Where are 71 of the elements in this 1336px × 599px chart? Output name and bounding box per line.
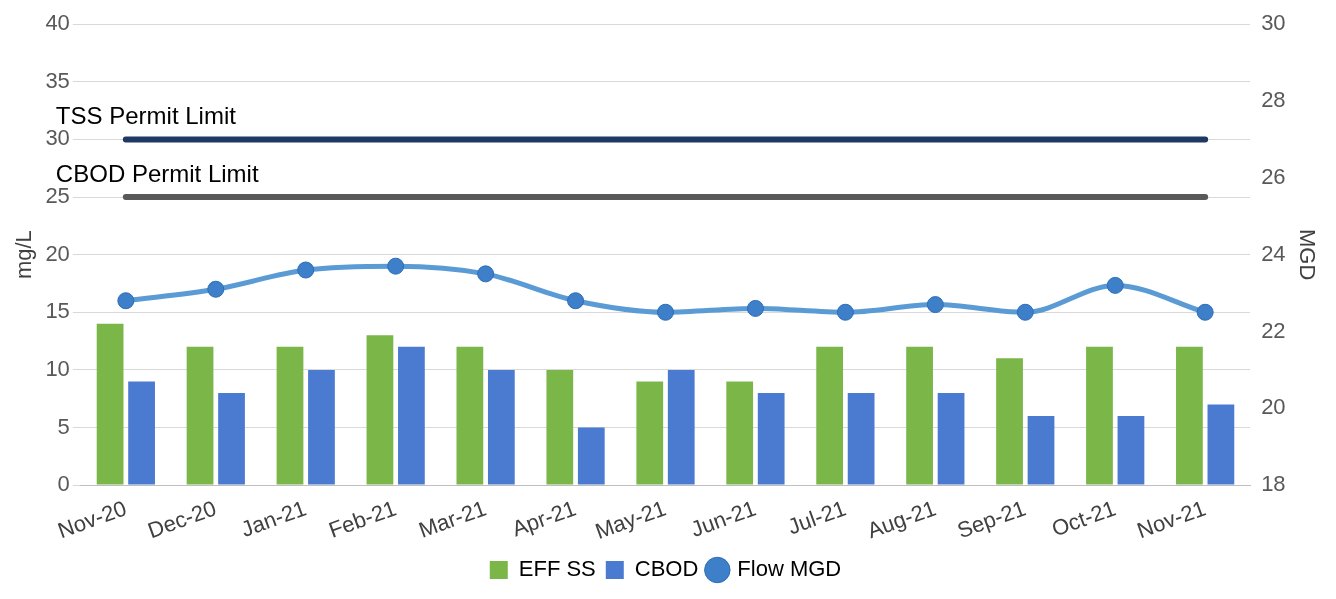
x-tick-label: May-21 bbox=[591, 495, 670, 544]
bar bbox=[1117, 415, 1145, 485]
y-tick-label: 15 bbox=[45, 298, 70, 324]
point bbox=[926, 296, 944, 314]
bar bbox=[546, 369, 574, 485]
bar bbox=[218, 392, 245, 485]
bar bbox=[96, 323, 124, 485]
y-axis-title: mg/L bbox=[11, 230, 37, 280]
point bbox=[297, 261, 315, 279]
x-tick-label: Dec-20 bbox=[144, 495, 220, 544]
bar bbox=[1207, 404, 1235, 485]
y-tick-label: 0 bbox=[57, 471, 70, 497]
y2-tick-label: 24 bbox=[1261, 240, 1286, 266]
x-tick-label: Oct-21 bbox=[1048, 495, 1119, 542]
bar bbox=[757, 392, 785, 485]
legend-label: EFF SS bbox=[518, 556, 596, 582]
x-tick-label: Jun-21 bbox=[687, 495, 760, 542]
point bbox=[1106, 276, 1124, 294]
point bbox=[1016, 303, 1034, 321]
x-tick-label: Jul-21 bbox=[784, 495, 850, 540]
x-tick-label: Jan-21 bbox=[237, 495, 310, 542]
y-tick-label: 5 bbox=[57, 413, 70, 439]
bar bbox=[456, 346, 484, 485]
bar bbox=[487, 369, 515, 485]
point bbox=[117, 292, 135, 310]
bar bbox=[366, 335, 394, 485]
bar bbox=[1027, 415, 1055, 485]
point bbox=[477, 265, 495, 283]
y2-tick-label: 30 bbox=[1261, 10, 1286, 36]
bar bbox=[128, 381, 155, 485]
point bbox=[836, 303, 854, 321]
x-tick-label: Apr-21 bbox=[508, 495, 580, 542]
bar bbox=[186, 346, 214, 485]
point bbox=[567, 292, 585, 310]
bar bbox=[1176, 346, 1203, 485]
bar bbox=[816, 346, 844, 485]
x-tick-label: Aug-21 bbox=[863, 495, 940, 544]
y2-tick-label: 26 bbox=[1261, 163, 1286, 189]
bar bbox=[996, 358, 1023, 485]
x-tick-label: Nov-21 bbox=[1133, 495, 1209, 544]
bar bbox=[577, 427, 605, 485]
bar bbox=[308, 369, 335, 485]
bar bbox=[276, 346, 304, 485]
y2-tick-label: 22 bbox=[1261, 317, 1286, 343]
point bbox=[746, 299, 764, 317]
legend-label: Flow MGD bbox=[737, 556, 842, 582]
x-tick-label: Feb-21 bbox=[325, 495, 400, 543]
y-tick-label: 10 bbox=[45, 355, 70, 381]
bar bbox=[636, 381, 664, 485]
y-tick-label: 35 bbox=[45, 67, 70, 93]
y2-tick-label: 20 bbox=[1261, 394, 1286, 420]
point bbox=[657, 303, 674, 321]
x-tick-label: Sep-21 bbox=[953, 495, 1030, 544]
legend-label: CBOD bbox=[634, 556, 699, 582]
y2-tick-label: 18 bbox=[1261, 471, 1286, 497]
point bbox=[207, 280, 225, 298]
y-tick-label: 20 bbox=[45, 240, 70, 266]
bar bbox=[726, 381, 754, 485]
y-tick-label: 40 bbox=[45, 10, 70, 36]
x-tick-label: Mar-21 bbox=[415, 495, 490, 543]
y2-axis-title: MGD bbox=[1294, 228, 1320, 281]
point bbox=[1196, 303, 1214, 321]
bar bbox=[1086, 346, 1113, 485]
point bbox=[387, 257, 405, 275]
y2-tick-label: 28 bbox=[1261, 87, 1286, 113]
bar bbox=[847, 392, 875, 485]
bar bbox=[937, 392, 965, 485]
bar bbox=[906, 346, 933, 485]
x-tick-label: Nov-20 bbox=[54, 495, 130, 544]
bar bbox=[398, 346, 425, 485]
bar bbox=[667, 369, 695, 485]
